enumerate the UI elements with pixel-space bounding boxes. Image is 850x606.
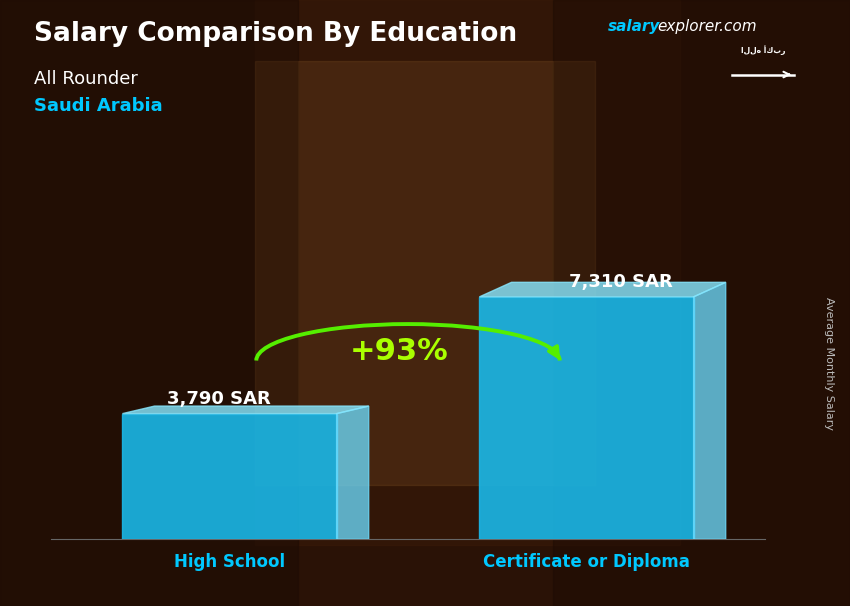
Bar [552,0,850,606]
Polygon shape [337,406,369,539]
Text: Salary Comparison By Education: Salary Comparison By Education [34,21,517,47]
Text: Average Monthly Salary: Average Monthly Salary [824,297,834,430]
Text: explorer.com: explorer.com [657,19,756,35]
Bar [255,0,680,545]
Text: +93%: +93% [349,337,449,366]
Polygon shape [122,414,337,539]
Polygon shape [694,282,726,539]
Text: salary: salary [608,19,660,35]
Text: الله أكبر: الله أكبر [740,45,785,55]
Bar [0,0,298,606]
Text: Saudi Arabia: Saudi Arabia [34,97,162,115]
Text: All Rounder: All Rounder [34,70,138,88]
Polygon shape [122,406,369,414]
Text: 3,790 SAR: 3,790 SAR [167,390,271,408]
Polygon shape [479,282,726,297]
Text: 7,310 SAR: 7,310 SAR [569,273,672,291]
Bar [298,61,552,485]
Polygon shape [479,297,694,539]
Bar [255,61,595,485]
